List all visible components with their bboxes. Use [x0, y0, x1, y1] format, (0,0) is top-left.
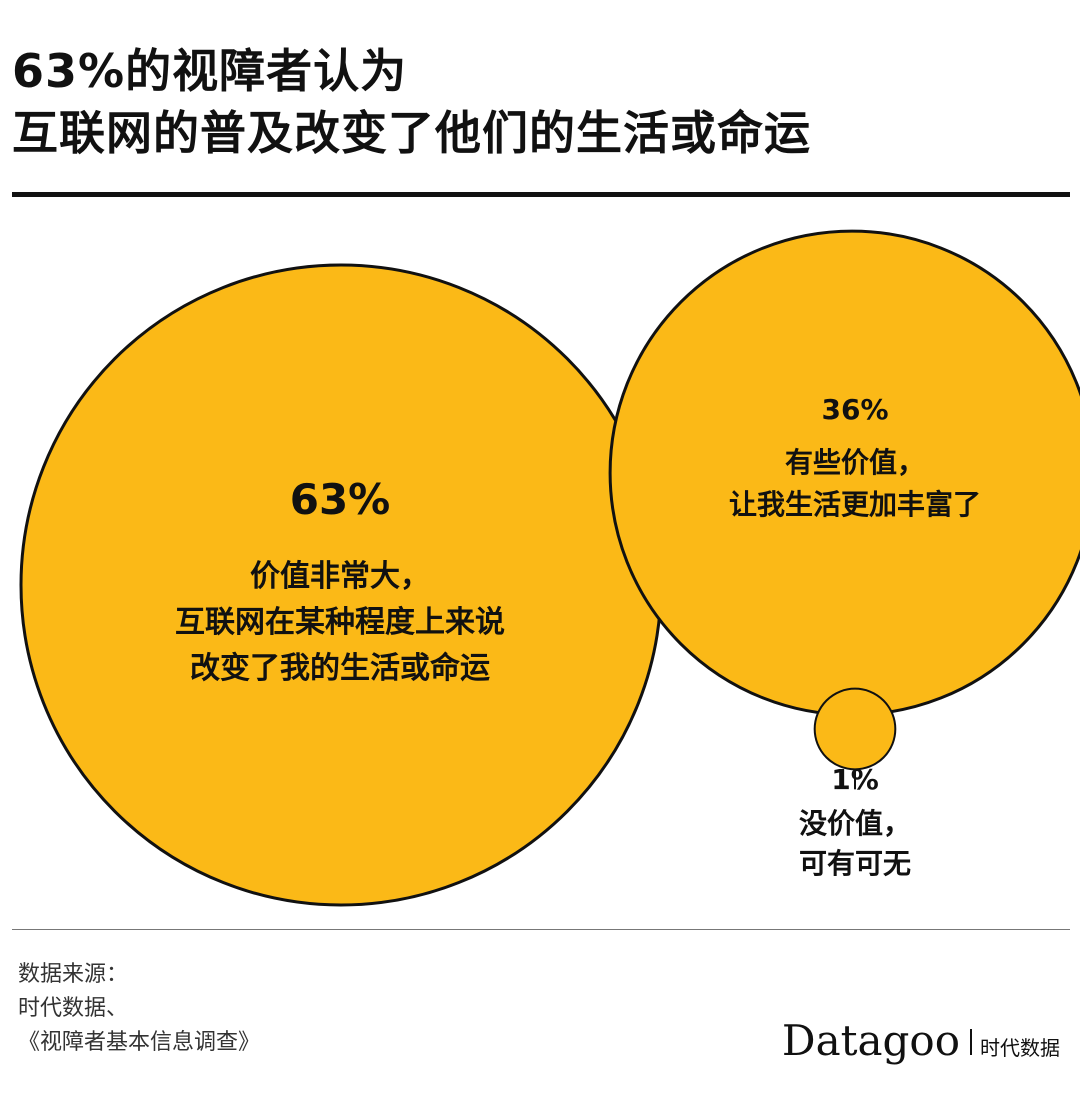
category-label-63-line-1: 价值非常大，: [250, 559, 430, 594]
brand-logo: Datagoo 时代数据: [782, 1016, 1060, 1065]
category-label-36-line-2: 让我生活更加丰富了: [728, 488, 981, 521]
top-divider: [12, 192, 1070, 197]
category-label-63-line-2: 互联网在某种程度上来说: [175, 605, 505, 640]
bubble-label-63: 63% 价值非常大， 互联网在某种程度上来说 改变了我的生活或命运: [40, 470, 640, 692]
source-line-2: 时代数据、: [18, 996, 129, 1021]
bottom-divider: [12, 929, 1070, 930]
category-label-63-line-3: 改变了我的生活或命运: [190, 651, 490, 686]
percent-label-36: 36%: [821, 393, 889, 426]
bubble-chart: [19, 229, 1080, 907]
source-line-1: 数据来源：: [18, 962, 129, 987]
title-line-1: 63%的视障者认为: [12, 44, 408, 98]
brand-name-cn: 时代数据: [980, 1036, 1060, 1060]
bubble-1: [813, 687, 897, 771]
bubble-label-36: 36% 有些价值， 让我生活更加丰富了: [670, 390, 1040, 526]
bubble-label-1: 1% 没价值， 可有可无: [740, 760, 970, 884]
source-line-3: 《视障者基本信息调查》: [18, 1030, 261, 1055]
percent-label-63: 63%: [289, 475, 391, 524]
brand-name: Datagoo: [781, 1016, 960, 1065]
category-label-1-line-2: 可有可无: [798, 847, 911, 880]
title-line-2: 互联网的普及改变了他们的生活或命运: [12, 106, 811, 160]
brand-separator: [970, 1029, 972, 1055]
data-source: 数据来源： 时代数据、 《视障者基本信息调查》: [18, 958, 260, 1060]
category-label-36-line-1: 有些价值，: [784, 446, 925, 479]
category-label-1-line-1: 没价值，: [798, 807, 911, 840]
chart-title: 63%的视障者认为 互联网的普及改变了他们的生活或命运: [12, 40, 1062, 164]
percent-label-1: 1%: [831, 763, 879, 796]
